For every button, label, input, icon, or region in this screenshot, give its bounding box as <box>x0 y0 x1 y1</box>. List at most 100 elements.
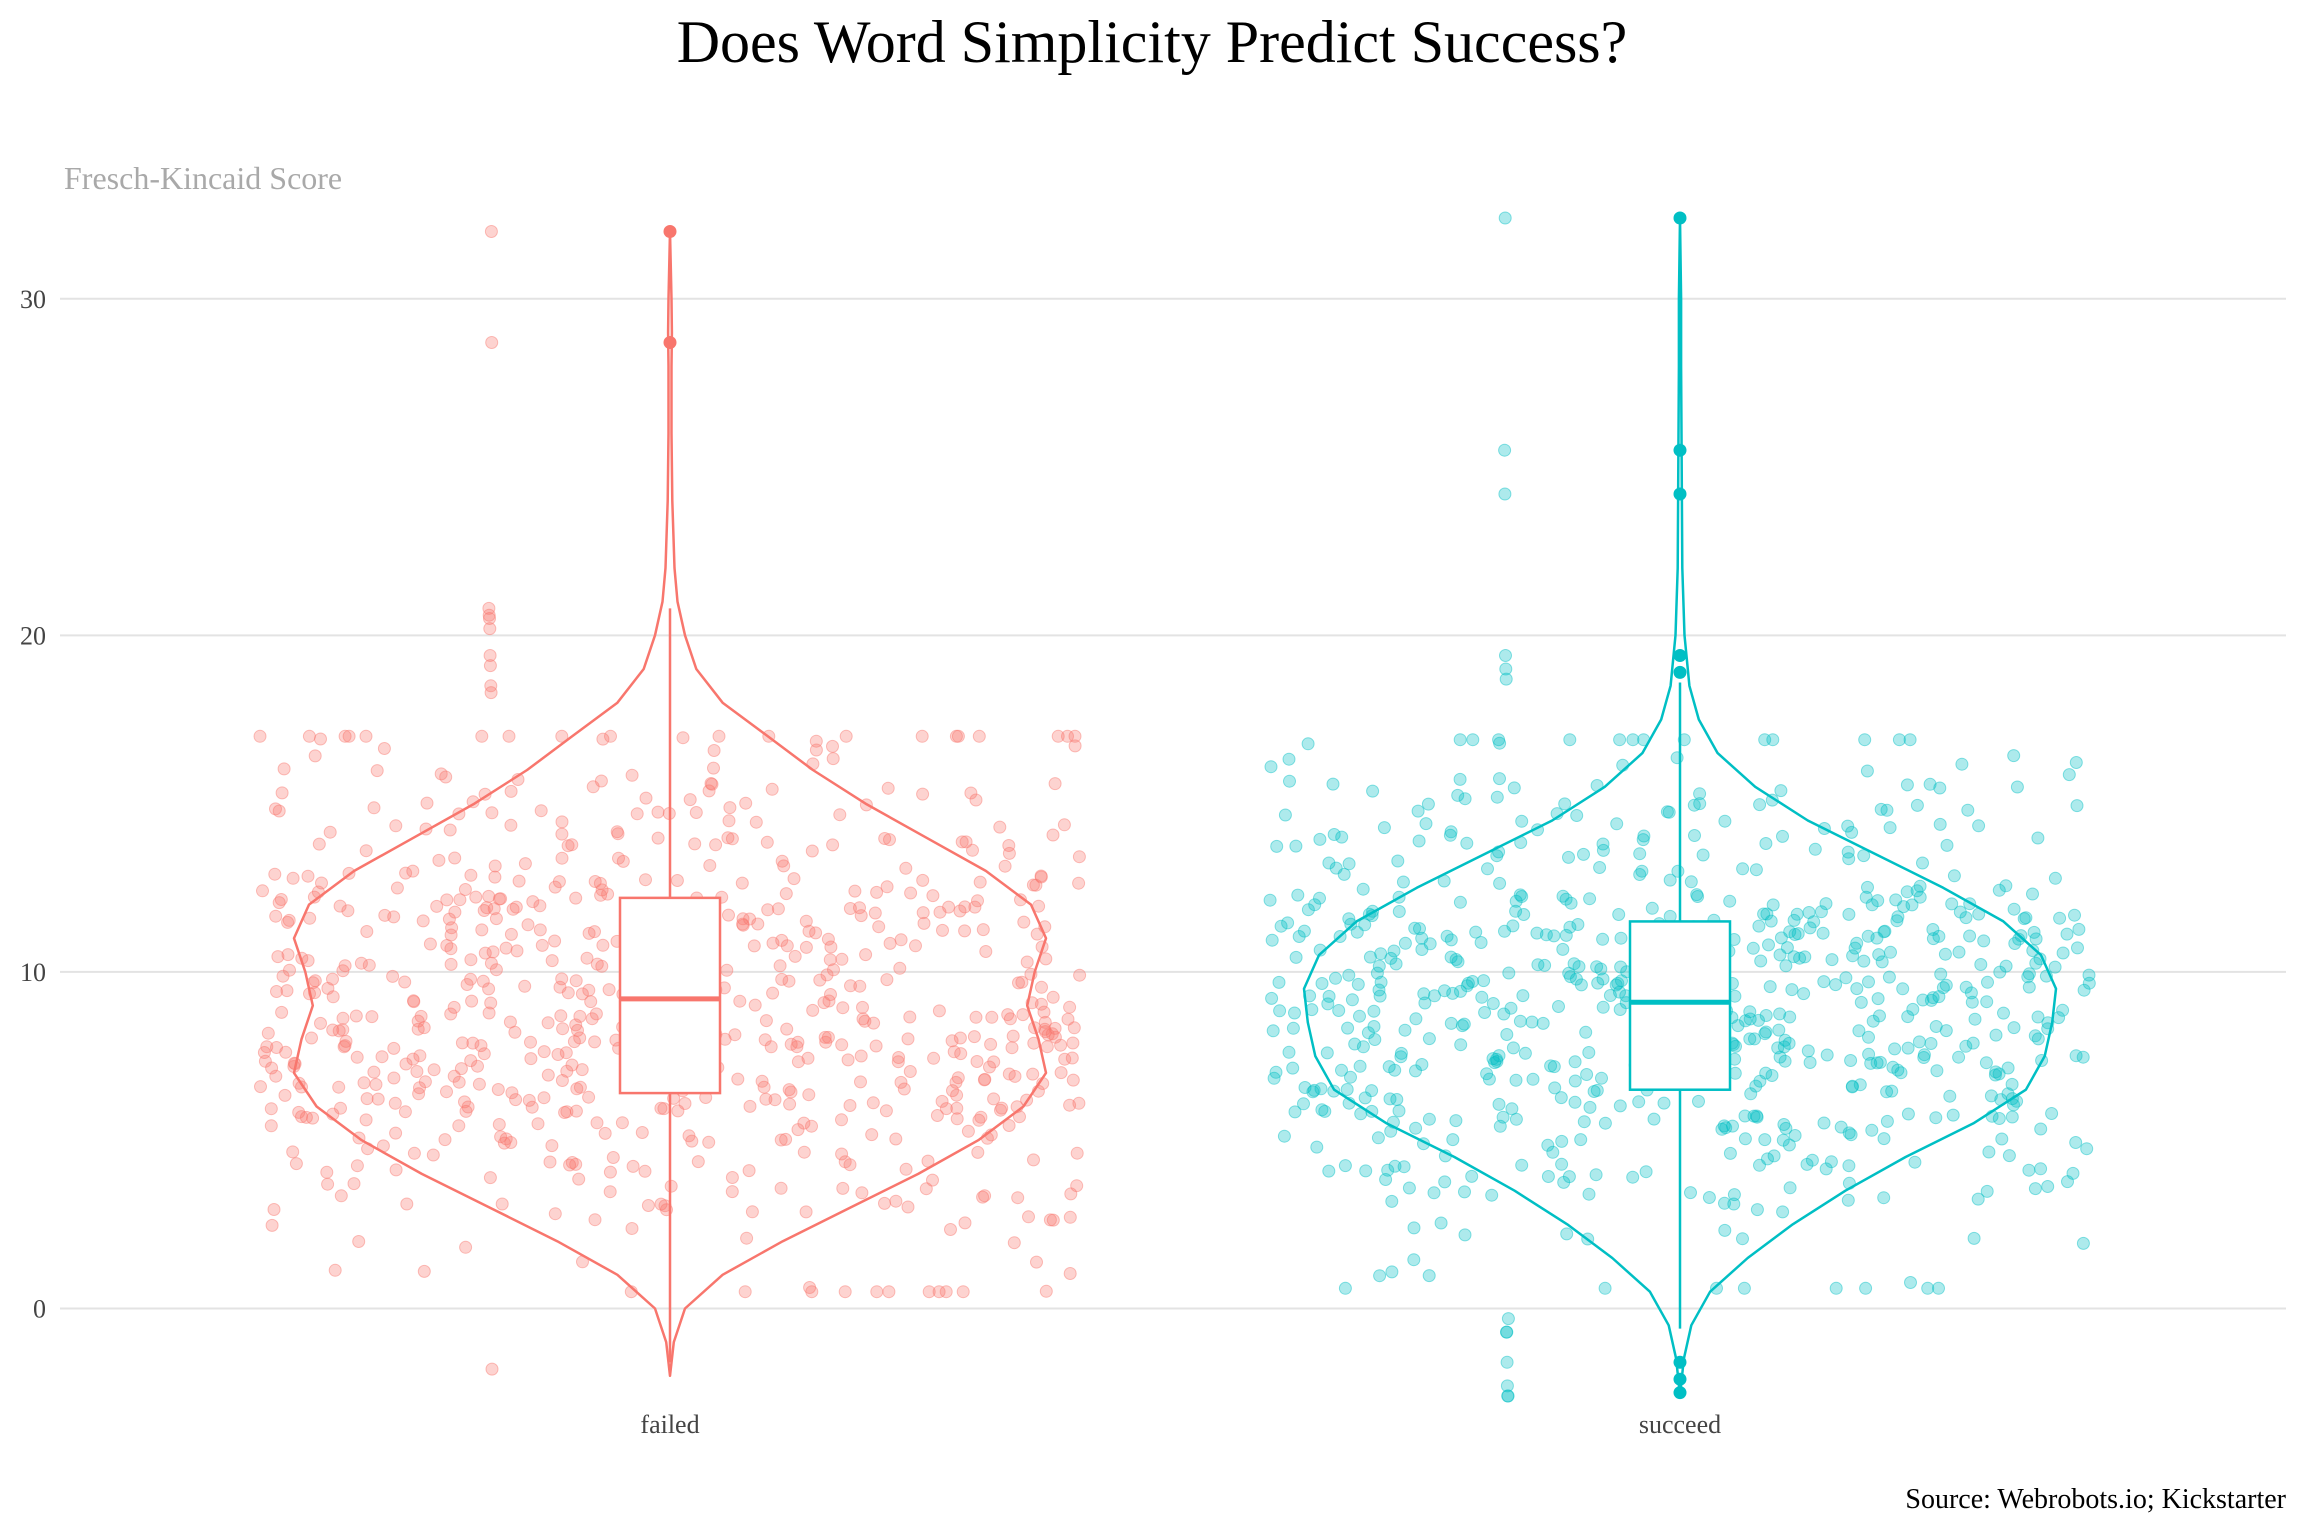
data-point-succeed <box>1563 920 1577 934</box>
data-point-failed <box>420 796 434 810</box>
data-point-failed <box>944 1223 957 1236</box>
data-point-failed <box>1035 980 1048 994</box>
data-point-failed <box>377 742 391 755</box>
data-point-failed <box>483 622 497 636</box>
data-point-succeed <box>1614 960 1628 974</box>
data-point-failed <box>703 859 717 872</box>
data-point-succeed <box>1743 1012 1757 1026</box>
data-point-failed <box>595 959 609 973</box>
data-point-failed <box>484 956 498 970</box>
data-point-failed <box>964 786 978 800</box>
data-point-failed <box>598 1126 612 1140</box>
data-point-failed <box>1026 878 1040 892</box>
data-point-succeed <box>1555 1157 1569 1171</box>
data-point-failed <box>671 1104 685 1118</box>
data-point-failed <box>537 1045 551 1059</box>
data-point-failed <box>1048 777 1062 791</box>
data-point-succeed <box>1880 1114 1894 1128</box>
data-point-succeed <box>1758 733 1772 747</box>
data-point-failed <box>909 939 922 953</box>
data-point-failed <box>878 832 892 845</box>
data-point-succeed <box>1321 997 1335 1011</box>
data-point-failed <box>970 1055 984 1068</box>
data-point-succeed <box>1458 1228 1472 1242</box>
data-point-succeed <box>1574 1133 1588 1147</box>
data-point-succeed <box>1952 1050 1966 1064</box>
data-point-failed <box>264 1102 278 1116</box>
data-point-failed <box>475 923 489 937</box>
data-point-failed <box>774 1133 788 1147</box>
data-point-succeed <box>1342 912 1356 926</box>
data-point-succeed <box>1766 733 1780 747</box>
data-point-succeed <box>1598 1281 1612 1295</box>
data-point-failed <box>541 1016 555 1030</box>
data-point-failed <box>465 994 479 1008</box>
data-point-failed <box>1054 1038 1068 1052</box>
data-point-succeed <box>1547 929 1561 943</box>
data-point-succeed <box>1873 1009 1886 1023</box>
data-point-succeed <box>1610 817 1624 831</box>
data-point-succeed <box>1917 1051 1931 1064</box>
data-point-succeed <box>1492 1097 1506 1111</box>
data-point-failed <box>560 1105 574 1119</box>
data-point-failed <box>936 923 949 937</box>
data-point-failed <box>833 808 847 822</box>
data-point-failed <box>400 1197 414 1211</box>
data-point-failed <box>809 734 823 748</box>
data-point-succeed <box>2056 1003 2070 1017</box>
data-point-failed <box>976 1190 990 1204</box>
data-point-failed <box>261 1026 275 1040</box>
data-point-failed <box>972 729 986 743</box>
data-point-failed <box>903 1065 917 1078</box>
data-point-succeed <box>1662 805 1676 819</box>
data-point-failed <box>961 1124 975 1138</box>
data-point-failed <box>930 1109 944 1122</box>
data-point-failed <box>488 870 502 884</box>
data-point-failed <box>444 1007 458 1021</box>
data-point-succeed <box>1688 829 1701 842</box>
data-point-failed <box>575 1063 589 1077</box>
data-point-failed <box>685 1134 699 1148</box>
data-point-failed <box>475 729 489 743</box>
data-point-failed <box>635 1126 649 1139</box>
data-point-failed <box>506 902 520 916</box>
data-point-succeed <box>1906 1002 1920 1016</box>
data-point-succeed <box>1502 966 1516 980</box>
data-point-succeed <box>1752 1013 1765 1027</box>
data-point-succeed <box>1342 857 1356 871</box>
data-point-failed <box>1002 846 1016 860</box>
data-point-failed <box>755 1074 769 1088</box>
data-point-succeed <box>2026 887 2039 901</box>
data-point-succeed <box>2071 941 2084 955</box>
data-point-succeed <box>1719 1121 1733 1135</box>
data-point-succeed <box>1564 896 1578 910</box>
data-point-failed <box>1063 1000 1077 1014</box>
data-point-failed <box>1029 878 1043 892</box>
data-point-succeed <box>1910 884 1924 898</box>
data-point-succeed <box>1805 1153 1819 1167</box>
data-point-succeed <box>1873 1055 1887 1069</box>
data-point-succeed <box>1841 1193 1855 1207</box>
data-point-failed <box>1038 1025 1052 1039</box>
data-point-failed <box>866 1096 880 1110</box>
data-point-failed <box>826 838 840 852</box>
data-point-succeed <box>1940 838 1954 852</box>
data-point-succeed <box>1515 1158 1529 1172</box>
data-point-failed <box>412 1087 426 1101</box>
data-point-succeed <box>2062 768 2076 782</box>
data-point-failed <box>440 1085 453 1099</box>
data-point-failed <box>1073 968 1087 982</box>
data-point-failed <box>790 1040 804 1054</box>
data-point-failed <box>782 974 796 988</box>
data-point-failed <box>1048 1030 1062 1044</box>
data-point-succeed <box>1750 1203 1764 1217</box>
data-point-succeed <box>1498 443 1512 457</box>
data-point-failed <box>497 1136 511 1150</box>
data-point-failed <box>440 939 454 952</box>
data-point-succeed <box>1670 751 1684 765</box>
data-point-succeed <box>1842 1159 1856 1173</box>
data-point-failed <box>573 1031 587 1045</box>
data-point-succeed <box>2007 902 2021 916</box>
data-point-succeed <box>1749 1079 1763 1093</box>
data-point-succeed <box>1901 1010 1915 1024</box>
